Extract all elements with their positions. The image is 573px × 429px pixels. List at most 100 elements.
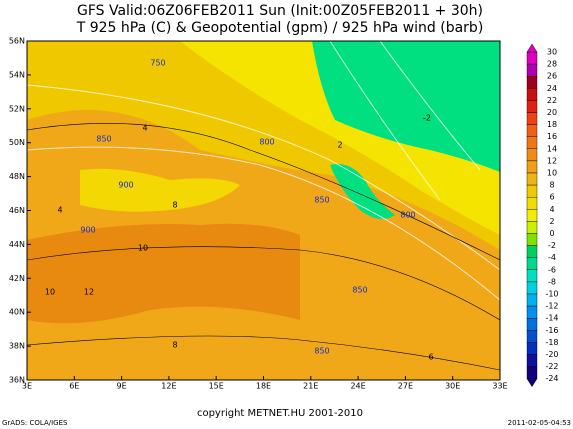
colorbar-cell bbox=[526, 172, 538, 186]
colorbar-cell bbox=[526, 148, 538, 162]
colorbar-label: -4 bbox=[548, 253, 556, 262]
title-line2: T 925 hPa (C) & Geopotential (gpm) / 925… bbox=[76, 20, 484, 36]
lon-label: 18E bbox=[256, 382, 271, 391]
colorbar-cell bbox=[526, 75, 538, 89]
geopotential-label: 750 bbox=[150, 59, 165, 68]
colorbar-cell bbox=[526, 354, 538, 367]
colorbar-label: -12 bbox=[545, 302, 558, 311]
lat-label: 50N bbox=[9, 138, 25, 147]
colorbar-cell bbox=[526, 51, 538, 65]
colorbar-cell bbox=[526, 330, 538, 343]
colorbar-label: 4 bbox=[549, 205, 554, 214]
lon-label: 9E bbox=[117, 382, 127, 391]
geopotential-label: 850 bbox=[314, 347, 329, 356]
colorbar-cell bbox=[526, 221, 538, 234]
footer-right: 2011-02-05-04:53 bbox=[508, 419, 571, 427]
lon-label: 27E bbox=[398, 382, 413, 391]
lon-label: 33E bbox=[492, 382, 507, 391]
colorbar-label: 18 bbox=[547, 120, 557, 129]
temperature-label: 4 bbox=[57, 206, 62, 215]
lat-label: 44N bbox=[9, 240, 25, 249]
colorbar-label: -24 bbox=[545, 374, 558, 383]
temperature-label: -2 bbox=[423, 114, 431, 123]
colorbar-label: 10 bbox=[547, 169, 557, 178]
colorbar-cell bbox=[526, 233, 538, 246]
colorbar-cell bbox=[526, 100, 538, 113]
temperature-label: 2 bbox=[337, 141, 342, 150]
lat-label: 42N bbox=[9, 274, 25, 283]
contours bbox=[27, 123, 500, 371]
temperature-label: 10 bbox=[138, 244, 148, 253]
colorbar-cell bbox=[526, 88, 538, 101]
temperature-label: 8 bbox=[172, 341, 177, 350]
lon-label: 12E bbox=[161, 382, 176, 391]
colorbar-label: -8 bbox=[548, 277, 556, 286]
geopotential-label: 800 bbox=[259, 138, 274, 147]
geopotential-label: 850 bbox=[96, 135, 111, 144]
colorbar-label: -16 bbox=[545, 326, 558, 335]
alps-field bbox=[80, 168, 240, 212]
geopotential-label: 900 bbox=[118, 181, 133, 190]
lat-label: 38N bbox=[9, 342, 25, 351]
colorbar-cell bbox=[526, 63, 538, 77]
lon-label: 30E bbox=[445, 382, 460, 391]
colorbar-label: 20 bbox=[547, 108, 557, 117]
lat-label: 54N bbox=[9, 70, 25, 79]
temperature-label: 10 bbox=[45, 288, 55, 297]
colorbar-label: 12 bbox=[547, 156, 557, 165]
colorbar-cell bbox=[526, 305, 538, 319]
colorbar-cell bbox=[526, 293, 538, 307]
colorbar-bottom-arrow bbox=[526, 378, 538, 388]
colorbar-label: 16 bbox=[547, 132, 557, 141]
colorbar-label: -14 bbox=[545, 314, 558, 323]
colorbar-cell bbox=[526, 184, 538, 198]
green-pocket bbox=[330, 164, 395, 219]
lon-label: 3E bbox=[22, 382, 32, 391]
colorbar-cell bbox=[526, 281, 538, 295]
temperature-label: 12 bbox=[84, 288, 94, 297]
colorbar-cell bbox=[526, 366, 538, 379]
colorbar-label: 24 bbox=[547, 84, 557, 93]
colorbar-label: 26 bbox=[547, 72, 557, 81]
wind-streaks bbox=[27, 41, 500, 301]
colorbar-label: 14 bbox=[547, 144, 557, 153]
colorbar-label: 0 bbox=[549, 229, 554, 238]
colorbar-cell bbox=[526, 112, 538, 125]
lat-label: 36N bbox=[9, 376, 25, 385]
colorbar-label: 28 bbox=[547, 60, 557, 69]
copyright: copyright METNET.HU 2001-2010 bbox=[197, 408, 363, 419]
geopotential-label: 850 bbox=[314, 196, 329, 205]
lat-label: 48N bbox=[9, 172, 25, 181]
warm-band bbox=[27, 223, 300, 324]
colorbar-label: 8 bbox=[549, 181, 554, 190]
colorbar-cell bbox=[526, 124, 538, 137]
colorbar-label: -18 bbox=[545, 338, 558, 347]
colorbar-label: -22 bbox=[545, 362, 558, 371]
title-line1: GFS Valid:06Z06FEB2011 Sun (Init:00Z05FE… bbox=[77, 3, 483, 19]
colorbar-cell bbox=[526, 245, 538, 258]
colorbar-cell bbox=[526, 318, 538, 331]
map-field bbox=[27, 41, 500, 380]
lat-label: 46N bbox=[9, 206, 25, 215]
temperature-label: 6 bbox=[428, 353, 433, 362]
colorbar-label: 30 bbox=[547, 48, 557, 57]
colorbar-label: -6 bbox=[548, 265, 556, 274]
colorbar-cell bbox=[526, 160, 538, 174]
green-field bbox=[312, 41, 500, 172]
geopotential-label: 850 bbox=[352, 286, 367, 295]
colorbar-cell bbox=[526, 342, 538, 355]
colorbar-label: -20 bbox=[545, 350, 558, 359]
colorbar-cell bbox=[526, 257, 538, 271]
colorbar-label: 2 bbox=[549, 217, 554, 226]
temperature-label: 8 bbox=[172, 201, 177, 210]
footer-left: GrADS: COLA/IGES bbox=[2, 419, 68, 427]
lat-label: 52N bbox=[9, 104, 25, 113]
colorbar-label: -10 bbox=[545, 290, 558, 299]
colorbar-cell bbox=[526, 136, 538, 149]
lon-label: 6E bbox=[69, 382, 79, 391]
lon-label: 21E bbox=[303, 382, 318, 391]
lat-label: 56N bbox=[9, 37, 25, 46]
lat-label: 40N bbox=[9, 308, 25, 317]
colorbar-cell bbox=[526, 196, 538, 210]
